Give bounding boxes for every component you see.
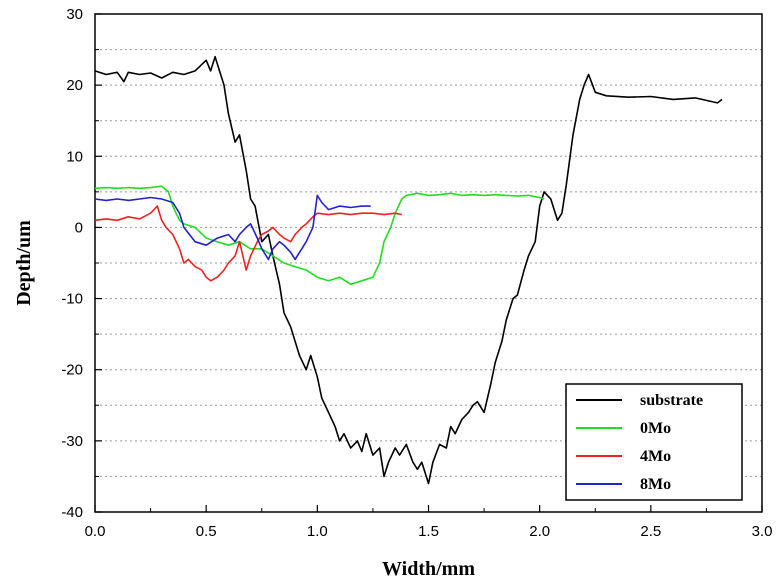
series-line-8Mo (94, 194, 371, 261)
legend-label-4Mo: 4Mo (640, 448, 671, 465)
x-tick-label: 1.0 (307, 523, 328, 540)
x-tick-label: 2.5 (640, 523, 661, 540)
legend-label-8Mo: 8Mo (640, 476, 671, 493)
y-tick-label: -20 (61, 362, 83, 379)
series-line-4Mo (94, 205, 402, 282)
legend: substrate 0Mo 4Mo 8Mo (565, 383, 743, 501)
series-line-0Mo (94, 185, 545, 286)
series-line-substrate (94, 55, 723, 485)
x-tick-label: 1.5 (418, 523, 439, 540)
y-tick-label: -30 (61, 433, 83, 450)
y-tick-label: 20 (66, 77, 83, 94)
x-tick-label: 2.0 (529, 523, 550, 540)
x-tick-label: 0.5 (196, 523, 217, 540)
legend-box (565, 383, 743, 501)
y-tick-label: 30 (66, 6, 83, 23)
y-tick-label: -40 (61, 504, 83, 521)
series-lines (94, 55, 723, 485)
legend-label-0Mo: 0Mo (640, 420, 671, 437)
legend-label-substrate: substrate (640, 392, 703, 409)
y-axis-title: Depth/um (13, 220, 35, 306)
x-axis-title: Width/mm (382, 558, 475, 580)
y-tick-label: 0 (75, 219, 83, 236)
axis-ticks: -40 -30 -20 -10 0 10 20 30 0.0 0.5 1.0 1.5 2.0 2.5 3.0 (61, 6, 772, 540)
x-tick-label: 3.0 (752, 523, 773, 540)
x-tick-label: 0.0 (85, 523, 106, 540)
y-tick-label: -10 (61, 291, 83, 308)
y-tick-label: 10 (66, 148, 83, 165)
